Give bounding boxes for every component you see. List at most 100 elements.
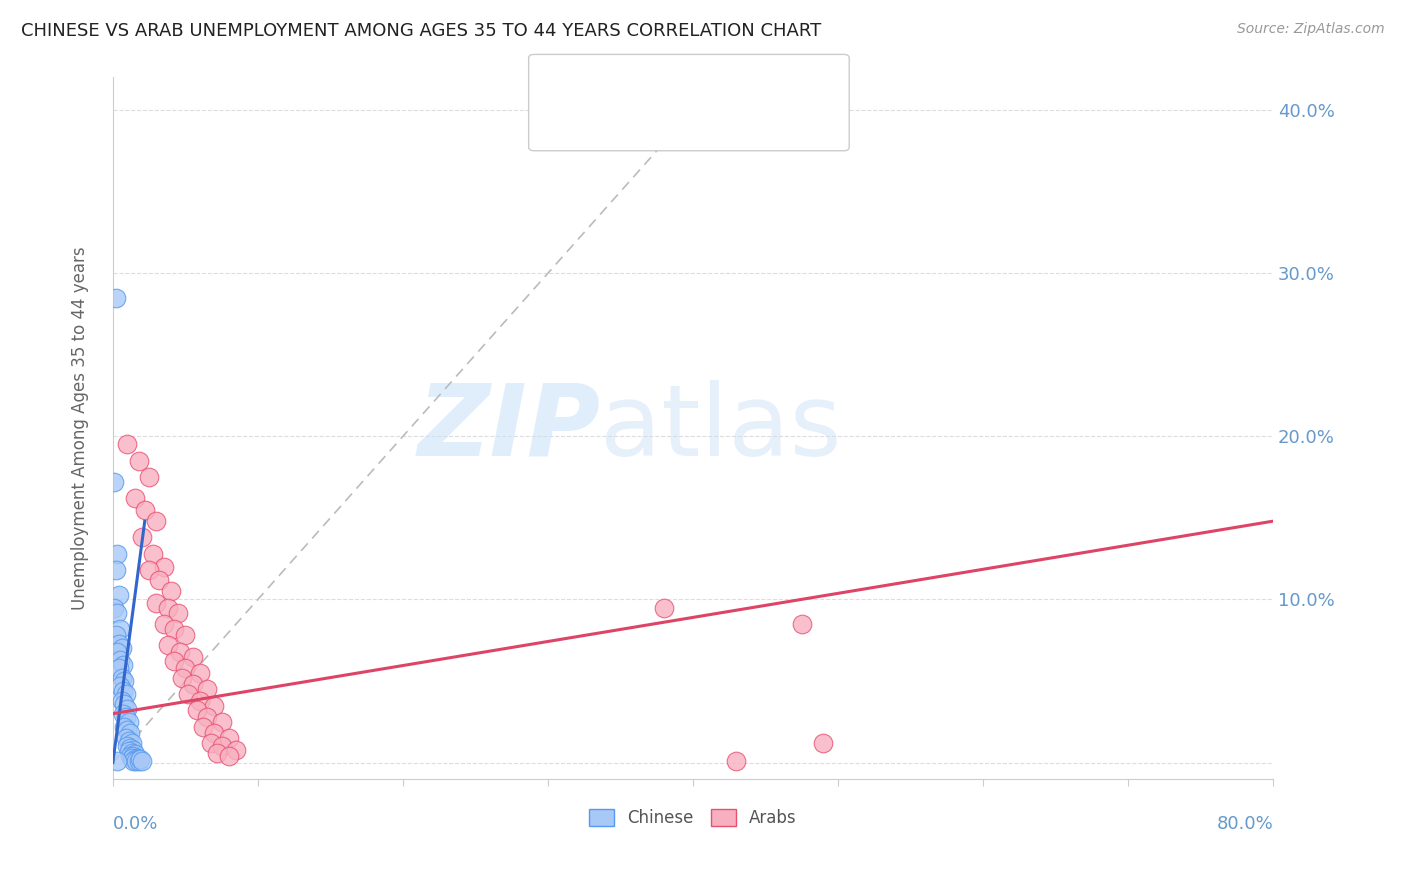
Point bbox=[117, 702, 139, 716]
Text: R =: R = bbox=[593, 71, 630, 89]
Point bbox=[120, 726, 142, 740]
Point bbox=[104, 563, 127, 577]
Point bbox=[142, 547, 165, 561]
Point bbox=[225, 742, 247, 756]
Point bbox=[160, 584, 183, 599]
Point bbox=[156, 638, 179, 652]
Point bbox=[118, 714, 141, 729]
Text: ZIP: ZIP bbox=[418, 380, 600, 476]
Point bbox=[124, 491, 146, 506]
Point bbox=[128, 454, 150, 468]
Point bbox=[114, 673, 136, 688]
Text: 45: 45 bbox=[734, 114, 759, 132]
Text: 80.0%: 80.0% bbox=[1216, 814, 1272, 833]
Point bbox=[108, 679, 131, 693]
Text: 0.240: 0.240 bbox=[636, 71, 692, 89]
Point bbox=[125, 754, 148, 768]
Text: 50: 50 bbox=[734, 71, 759, 89]
Point bbox=[167, 606, 190, 620]
Point bbox=[211, 714, 233, 729]
Point bbox=[129, 752, 152, 766]
Point bbox=[172, 671, 194, 685]
Point bbox=[118, 744, 141, 758]
Point bbox=[121, 736, 143, 750]
Point bbox=[188, 693, 211, 707]
Point bbox=[207, 746, 229, 760]
Point bbox=[117, 437, 139, 451]
Point bbox=[218, 749, 240, 764]
Point bbox=[104, 291, 127, 305]
Point bbox=[174, 628, 197, 642]
Text: 0.0%: 0.0% bbox=[112, 814, 159, 833]
Point bbox=[121, 750, 143, 764]
Point bbox=[152, 616, 174, 631]
Point bbox=[211, 739, 233, 754]
Point bbox=[121, 746, 143, 760]
Point bbox=[202, 698, 225, 713]
Point bbox=[110, 671, 132, 685]
Point bbox=[107, 661, 129, 675]
Point bbox=[118, 734, 141, 748]
Point bbox=[115, 687, 138, 701]
Point bbox=[145, 514, 167, 528]
Point bbox=[111, 706, 134, 721]
Text: R =: R = bbox=[593, 114, 630, 132]
Point bbox=[174, 661, 197, 675]
Point bbox=[120, 749, 142, 764]
Text: CHINESE VS ARAB UNEMPLOYMENT AMONG AGES 35 TO 44 YEARS CORRELATION CHART: CHINESE VS ARAB UNEMPLOYMENT AMONG AGES … bbox=[21, 22, 821, 40]
Point bbox=[124, 747, 146, 762]
Point bbox=[115, 710, 138, 724]
Point bbox=[111, 657, 134, 672]
Point bbox=[114, 720, 136, 734]
Point bbox=[181, 649, 204, 664]
Point bbox=[148, 573, 170, 587]
Point bbox=[813, 736, 835, 750]
Point bbox=[105, 645, 128, 659]
Point bbox=[103, 600, 125, 615]
Point bbox=[169, 645, 191, 659]
Point bbox=[156, 600, 179, 615]
Point bbox=[127, 752, 149, 766]
Point bbox=[125, 750, 148, 764]
Point bbox=[108, 622, 131, 636]
Point bbox=[122, 742, 145, 756]
Point bbox=[163, 622, 186, 636]
Point bbox=[108, 653, 131, 667]
Point bbox=[105, 547, 128, 561]
Legend: Chinese, Arabs: Chinese, Arabs bbox=[582, 802, 803, 834]
Y-axis label: Unemployment Among Ages 35 to 44 years: Unemployment Among Ages 35 to 44 years bbox=[72, 246, 89, 610]
Point bbox=[104, 628, 127, 642]
Text: Source: ZipAtlas.com: Source: ZipAtlas.com bbox=[1237, 22, 1385, 37]
Point bbox=[202, 726, 225, 740]
Point bbox=[145, 596, 167, 610]
Point bbox=[105, 606, 128, 620]
Text: N =: N = bbox=[689, 114, 737, 132]
Point bbox=[725, 754, 748, 768]
Point bbox=[152, 559, 174, 574]
Point bbox=[107, 588, 129, 602]
Point bbox=[131, 754, 153, 768]
Point bbox=[117, 723, 139, 737]
Point bbox=[128, 754, 150, 768]
Text: 0.381: 0.381 bbox=[636, 114, 693, 132]
Text: N =: N = bbox=[689, 71, 737, 89]
Point bbox=[103, 475, 125, 489]
Point bbox=[115, 731, 138, 746]
Point bbox=[186, 703, 208, 717]
Point bbox=[114, 697, 136, 711]
Point bbox=[131, 531, 153, 545]
Point bbox=[122, 754, 145, 768]
Point bbox=[105, 754, 128, 768]
Point bbox=[163, 655, 186, 669]
Point bbox=[188, 665, 211, 680]
Point bbox=[652, 600, 675, 615]
Point bbox=[122, 749, 145, 764]
Point bbox=[124, 752, 146, 766]
Point bbox=[790, 616, 813, 631]
Point bbox=[218, 731, 240, 746]
Point bbox=[111, 683, 134, 698]
Point bbox=[110, 641, 132, 656]
Point bbox=[177, 687, 200, 701]
Point bbox=[107, 636, 129, 650]
Point bbox=[117, 739, 139, 754]
